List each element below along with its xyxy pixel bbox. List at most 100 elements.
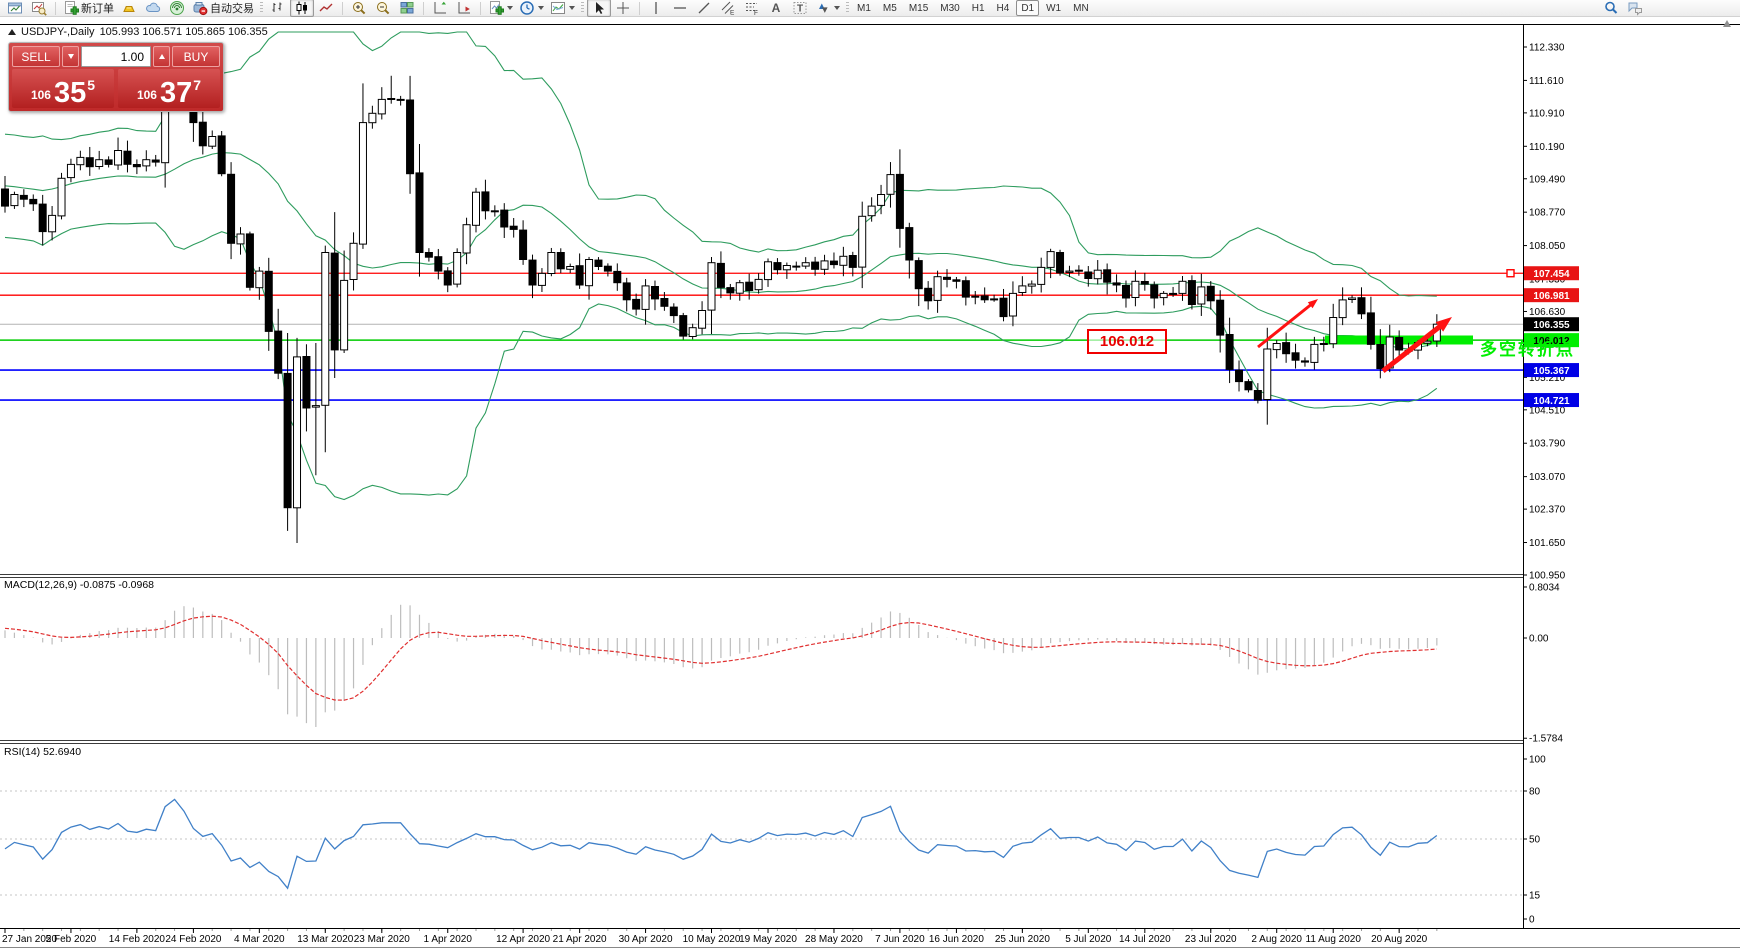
timeframe-D1[interactable]: D1 <box>1016 0 1040 16</box>
svg-text:110.910: 110.910 <box>1529 108 1565 119</box>
periods-button[interactable] <box>516 0 547 17</box>
sell-price-display[interactable]: 106 35 5 <box>12 69 114 108</box>
new-chart-button[interactable] <box>3 0 27 17</box>
buy-price-prefix: 106 <box>136 88 157 102</box>
market-button[interactable] <box>117 0 141 17</box>
signals-button[interactable] <box>165 0 189 17</box>
svg-text:4 Mar 2020: 4 Mar 2020 <box>234 934 285 945</box>
templates-button[interactable] <box>547 0 578 17</box>
chart-shift-button[interactable] <box>428 0 452 17</box>
timeframe-H4[interactable]: H4 <box>996 2 1010 14</box>
svg-text:A: A <box>772 1 781 15</box>
ohlc-values: 105.993 106.571 105.865 106.355 <box>99 26 268 38</box>
volume-decrease-button[interactable] <box>62 46 79 67</box>
buy-button[interactable]: BUY <box>172 46 220 67</box>
svg-text:13 Mar 2020: 13 Mar 2020 <box>297 934 354 945</box>
svg-text:1 Apr 2020: 1 Apr 2020 <box>424 934 473 945</box>
candlestick-mode-button[interactable] <box>290 0 314 17</box>
svg-text:25 Jun 2020: 25 Jun 2020 <box>995 934 1050 945</box>
zoom-out-button[interactable] <box>371 0 395 17</box>
one-click-trading-panel: SELL 1.00 BUY 106 35 5 106 37 7 <box>8 42 224 112</box>
trend-arrows <box>1257 299 1452 373</box>
chart-window-icon <box>8 2 22 14</box>
vertical-line-tool-button[interactable] <box>644 0 668 17</box>
svg-text:103.070: 103.070 <box>1529 472 1566 483</box>
indicator-dropdown-caret <box>507 6 513 10</box>
svg-text:28 May 2020: 28 May 2020 <box>805 934 863 945</box>
clock-icon <box>520 1 534 15</box>
autotrading-icon <box>193 2 208 16</box>
buy-price-main: 37 <box>159 77 193 109</box>
search-button[interactable] <box>1599 0 1623 17</box>
sell-price-sup: 5 <box>87 77 96 93</box>
add-indicator-button[interactable] <box>485 0 516 17</box>
svg-text:27 Jan 2020: 27 Jan 2020 <box>2 934 57 945</box>
svg-text:23 Jul 2020: 23 Jul 2020 <box>1185 934 1237 945</box>
svg-text:110.190: 110.190 <box>1529 142 1565 153</box>
template-icon <box>551 2 565 14</box>
new-order-icon <box>65 1 79 15</box>
gold-bar-icon <box>123 6 135 12</box>
line-chart-icon <box>319 3 333 12</box>
arrows-dropdown-caret <box>834 6 840 10</box>
trendline-tool-button[interactable] <box>692 0 716 17</box>
caret-down-icon <box>67 54 74 59</box>
price-level-annotation[interactable]: 106.012 <box>1087 329 1167 354</box>
timeframe-W1[interactable]: W1 <box>1046 2 1062 14</box>
cloud-icon <box>146 2 161 12</box>
autotrading-label: 自动交易 <box>210 3 254 15</box>
crosshair-tool-button[interactable] <box>611 0 635 17</box>
timeframe-M1[interactable]: M1 <box>857 2 871 14</box>
price-marker-labels: 107.454 106.981 106.355 106.012 105.367 104.7… <box>1524 266 1579 408</box>
timeframe-H1[interactable]: H1 <box>971 2 985 14</box>
chart-shift-icon <box>434 1 446 14</box>
svg-text:104.510: 104.510 <box>1529 405 1566 416</box>
auto-scroll-button[interactable] <box>452 0 476 17</box>
chat-button[interactable] <box>1623 0 1647 17</box>
tile-windows-button[interactable] <box>395 0 419 17</box>
horizontal-line-tool-button[interactable] <box>668 0 692 17</box>
tile-windows-icon <box>400 2 414 14</box>
fibonacci-icon: F <box>746 3 758 16</box>
add-indicator-icon <box>490 1 504 15</box>
market-watch-button[interactable] <box>27 0 51 17</box>
svg-text:E: E <box>730 10 735 17</box>
templates-dropdown-caret <box>569 6 575 10</box>
fibonacci-tool-button[interactable]: F <box>740 0 764 17</box>
timeframe-M30[interactable]: M30 <box>940 2 960 14</box>
text-label-tool-button[interactable]: T <box>788 0 812 17</box>
search-icon <box>1605 1 1618 14</box>
new-order-label: 新订单 <box>81 3 114 15</box>
zoom-out-icon <box>377 2 390 15</box>
volume-input[interactable]: 1.00 <box>81 46 151 67</box>
arrows-tool-button[interactable] <box>812 0 843 17</box>
text-label-icon: T <box>793 2 807 15</box>
price-axis-ticks: 112.330 111.610 110.910 110.190 109.490 108.7… <box>1523 43 1566 581</box>
autotrading-button[interactable]: 自动交易 <box>189 0 257 17</box>
timeframe-M5[interactable]: M5 <box>882 2 897 14</box>
timeframe-M15[interactable]: M15 <box>908 2 929 14</box>
buy-price-display[interactable]: 106 37 7 <box>118 69 220 108</box>
macd-indicator-label: MACD(12,26,9) -0.0875 -0.0968 <box>4 579 154 591</box>
new-order-button[interactable]: 新订单 <box>60 0 117 17</box>
svg-text:109.490: 109.490 <box>1529 174 1566 185</box>
cloud-button[interactable] <box>141 0 165 17</box>
channel-tool-button[interactable]: E <box>716 0 740 17</box>
svg-text:21 Apr 2020: 21 Apr 2020 <box>553 934 607 945</box>
sell-button[interactable]: SELL <box>12 46 60 67</box>
svg-text:15: 15 <box>1529 891 1541 902</box>
timeframe-MN[interactable]: MN <box>1073 2 1089 14</box>
shapes-icon <box>819 3 828 13</box>
chart-title-bar[interactable]: USDJPY-,Daily 105.993 106.571 105.865 10… <box>8 26 268 38</box>
line-chart-mode-button[interactable] <box>314 0 338 17</box>
zoom-in-button[interactable] <box>347 0 371 17</box>
svg-text:100.950: 100.950 <box>1529 570 1566 581</box>
text-tool-button[interactable]: A <box>764 0 788 17</box>
bar-chart-mode-button[interactable] <box>266 0 290 17</box>
volume-increase-button[interactable] <box>153 46 170 67</box>
cursor-tool-button[interactable] <box>587 0 611 17</box>
turning-point-annotation[interactable]: 多空转折点 <box>1480 340 1575 359</box>
svg-text:106.630: 106.630 <box>1529 307 1566 318</box>
caret-up-icon <box>158 54 165 59</box>
